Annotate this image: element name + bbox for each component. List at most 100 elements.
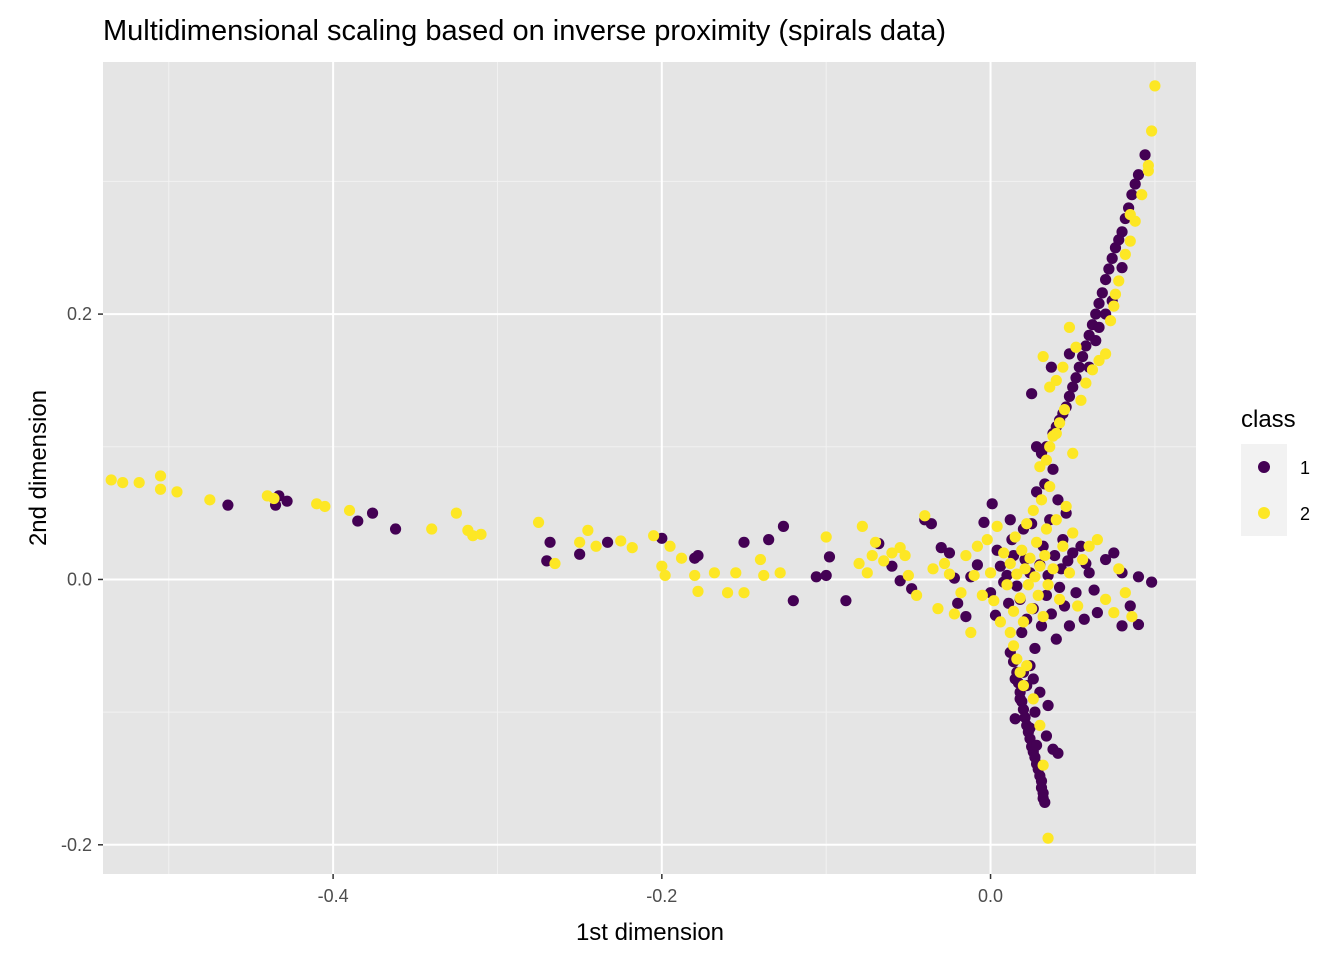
point-class-2-95	[1057, 540, 1069, 552]
point-class-2-27	[664, 540, 676, 552]
point-class-2-68	[1001, 579, 1013, 591]
point-class-2-0	[105, 474, 117, 486]
point-class-2-125	[1067, 447, 1079, 460]
point-class-2-3	[154, 470, 167, 482]
point-class-2-36	[758, 569, 770, 582]
point-class-2-10	[319, 500, 331, 513]
point-class-2-133	[1113, 275, 1125, 287]
point-class-2-102	[1091, 534, 1103, 546]
point-class-2-96	[1060, 500, 1072, 513]
point-class-2-2	[133, 476, 145, 489]
y-axis: -0.2 0.0 0.2	[61, 304, 103, 855]
point-class-1-14	[738, 536, 750, 548]
point-class-2-32	[721, 587, 734, 599]
point-class-2-74	[1016, 544, 1028, 556]
point-class-1-143	[1080, 340, 1092, 352]
point-class-2-104	[1108, 607, 1120, 619]
point-class-2-51	[927, 563, 939, 575]
point-class-2-18	[549, 557, 561, 570]
point-class-1-168	[1026, 388, 1038, 400]
point-class-2-57	[960, 549, 972, 562]
point-class-1-9	[574, 548, 586, 560]
point-class-1-44	[1004, 514, 1016, 526]
point-class-2-59	[968, 569, 980, 582]
point-class-2-127	[1080, 377, 1092, 389]
point-class-1-147	[1093, 297, 1105, 310]
legend: class 1 2	[1241, 406, 1310, 536]
point-class-2-20	[582, 524, 594, 536]
point-class-1-151	[1106, 252, 1118, 264]
point-class-2-112	[1017, 679, 1030, 692]
point-class-2-101	[1083, 540, 1095, 552]
point-class-2-60	[971, 540, 984, 552]
point-class-2-61	[976, 589, 988, 601]
plot-panel	[103, 62, 1196, 874]
point-class-2-148	[1136, 189, 1148, 201]
point-class-1-62	[1040, 589, 1053, 601]
point-class-2-94	[1053, 593, 1066, 605]
y-tick-label-0: -0.2	[61, 835, 92, 855]
chart-title: Multidimensional scaling based on invers…	[103, 15, 946, 47]
point-class-2-123	[1053, 417, 1066, 429]
point-class-2-19	[574, 536, 586, 548]
point-class-2-56	[955, 587, 967, 599]
point-class-2-52	[932, 603, 944, 615]
point-class-2-23	[626, 542, 638, 554]
point-class-1-92	[1146, 576, 1158, 588]
x-tick-label-2: 0.0	[978, 886, 1003, 906]
point-class-2-11	[343, 504, 356, 517]
point-class-1-78	[1070, 587, 1082, 599]
point-class-2-80	[1026, 603, 1038, 615]
point-class-2-84	[1032, 589, 1044, 601]
point-class-2-42	[866, 549, 878, 562]
point-class-2-144	[1124, 208, 1136, 221]
y-tick-label-2: 0.2	[67, 304, 92, 324]
point-class-2-147	[1146, 125, 1158, 137]
point-class-2-135	[1124, 235, 1136, 247]
x-tick-label-0: -0.4	[318, 886, 349, 906]
point-class-2-44	[878, 555, 890, 567]
point-class-2-140	[1057, 361, 1069, 373]
point-class-1-160	[1139, 149, 1151, 161]
point-class-1-119	[1052, 747, 1064, 759]
point-class-1-141	[1073, 361, 1085, 373]
point-class-2-115	[1034, 719, 1046, 731]
point-class-2-55	[948, 608, 960, 620]
point-class-2-16	[475, 528, 487, 540]
point-class-1-146	[1090, 308, 1102, 320]
point-class-1-47	[1011, 580, 1023, 592]
legend-label-2: 2	[1300, 504, 1310, 524]
point-class-2-15	[467, 530, 479, 542]
point-class-1-139	[1067, 381, 1079, 393]
point-class-1-149	[1100, 273, 1112, 286]
point-class-2-131	[1104, 315, 1117, 327]
point-class-1-148	[1096, 287, 1108, 299]
point-class-2-126	[1075, 394, 1087, 406]
point-class-2-63	[984, 567, 997, 579]
point-class-1-117	[1040, 730, 1053, 742]
point-class-2-99	[1072, 600, 1084, 612]
point-class-1-32	[960, 611, 972, 623]
point-class-2-88	[1039, 549, 1051, 562]
point-class-1-115	[1030, 739, 1043, 751]
point-class-2-89	[1040, 523, 1053, 535]
point-class-2-149	[1149, 80, 1161, 92]
point-class-1-20	[823, 551, 836, 563]
point-class-2-114	[1027, 693, 1039, 705]
point-class-2-1	[117, 476, 129, 489]
point-class-2-110	[1011, 653, 1023, 665]
point-class-2-34	[738, 587, 750, 599]
point-class-2-117	[1042, 832, 1054, 844]
point-class-2-48	[902, 569, 914, 582]
point-class-2-30	[692, 585, 704, 597]
point-class-1-19	[820, 569, 832, 582]
point-class-1-154	[1116, 226, 1128, 238]
point-class-1-88	[1124, 600, 1136, 612]
major-gridlines	[103, 62, 1196, 874]
point-class-2-130	[1100, 348, 1112, 360]
point-class-1-67	[1049, 549, 1061, 562]
x-tick-label-1: -0.2	[646, 886, 677, 906]
point-class-2-97	[1063, 567, 1076, 579]
point-class-1-5	[366, 507, 379, 519]
point-class-2-105	[1113, 563, 1125, 575]
